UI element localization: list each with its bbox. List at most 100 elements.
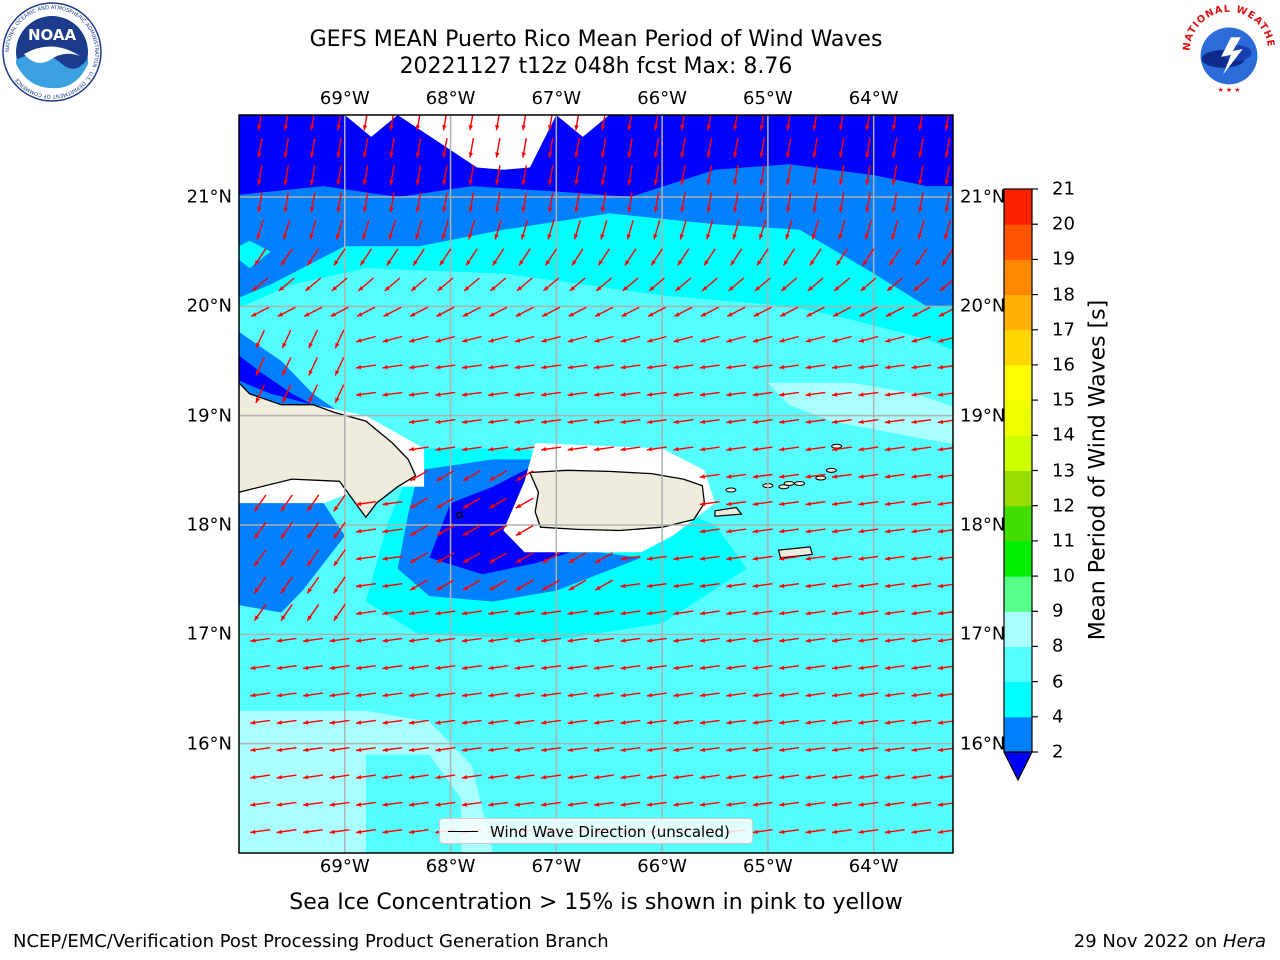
arrow-head xyxy=(595,585,601,591)
arrow-head xyxy=(858,747,864,752)
arrow-head xyxy=(574,152,579,158)
arrow-head xyxy=(356,338,362,343)
arrow-head xyxy=(408,638,415,643)
arrow-head xyxy=(944,152,949,158)
arrow-head xyxy=(805,693,811,698)
arrow-head xyxy=(836,260,841,266)
arrow-head xyxy=(832,747,838,752)
arrow-head xyxy=(410,503,416,509)
arrow-head xyxy=(435,802,441,807)
arrow-head xyxy=(521,152,526,158)
arrow-head xyxy=(276,693,282,698)
arrow-head xyxy=(333,588,339,594)
arrow-head xyxy=(514,638,520,643)
arrow-head xyxy=(812,207,817,213)
arrow-head xyxy=(594,338,600,343)
arrow-head xyxy=(886,312,892,317)
arrow-head xyxy=(752,638,758,643)
arrow-head xyxy=(362,125,368,131)
arrow-head xyxy=(573,234,579,240)
arrow-head xyxy=(442,179,447,185)
arrow-head xyxy=(620,693,626,698)
colorbar-segment xyxy=(1004,189,1032,225)
arrow-head xyxy=(620,802,626,807)
arrow-head xyxy=(781,286,787,291)
arrow-head xyxy=(382,365,388,370)
arrow-head xyxy=(335,234,341,240)
lat-label-left: 18°N xyxy=(186,514,232,536)
colorbar-tick-label: 21 xyxy=(1052,178,1075,200)
arrow-head xyxy=(574,179,579,185)
arrow-head xyxy=(435,747,441,752)
arrow-head xyxy=(362,152,368,158)
arrow-head xyxy=(382,638,388,643)
arrow-head xyxy=(627,125,632,131)
arrow-head xyxy=(673,365,679,370)
lat-label-right: 18°N xyxy=(960,514,1006,536)
arrow-head xyxy=(488,638,494,643)
arrow-head xyxy=(303,638,309,643)
arrow-head xyxy=(865,125,870,131)
arrow-head xyxy=(752,529,758,534)
footer-host: Hera xyxy=(1222,931,1266,952)
arrow-head xyxy=(357,312,363,317)
arrow-head xyxy=(785,234,790,240)
arrow-head xyxy=(699,529,706,534)
arrow-head xyxy=(547,234,552,240)
arrow-head xyxy=(752,775,758,780)
arrow-head xyxy=(548,125,553,131)
arrow-head xyxy=(858,501,864,506)
arrow-head xyxy=(779,556,785,561)
arrow-head xyxy=(680,125,685,131)
arrow-head xyxy=(541,611,547,616)
arrow-head xyxy=(706,152,711,158)
arrow-head xyxy=(646,447,653,452)
arrow-head xyxy=(541,747,547,752)
arrow-head xyxy=(461,665,468,670)
arrow-head xyxy=(752,447,758,452)
arrow-head xyxy=(514,775,520,780)
arrow-head xyxy=(282,397,287,403)
lat-label-left: 21°N xyxy=(186,186,232,208)
arrow-head xyxy=(488,720,494,725)
lon-label-bottom: 64°W xyxy=(848,856,899,877)
arrow-head xyxy=(805,802,811,807)
hispaniola-land xyxy=(239,381,417,519)
arrow-head xyxy=(567,447,573,452)
arrow-head xyxy=(807,286,814,291)
lon-label-bottom: 69°W xyxy=(319,856,370,877)
arrow-head xyxy=(673,775,679,780)
arrow-head xyxy=(752,583,758,588)
arrow-head xyxy=(389,179,394,185)
arrow-head xyxy=(753,312,760,317)
arrow-head xyxy=(277,312,284,317)
arrow-head xyxy=(937,802,944,807)
colorbar-segment xyxy=(1004,400,1032,436)
colorbar-segment xyxy=(1004,329,1032,366)
arrow-head xyxy=(439,260,445,266)
arrow-head xyxy=(649,286,655,291)
colorbar-label: Mean Period of Wind Waves [s] xyxy=(1085,299,1111,641)
arrow-head xyxy=(779,583,785,588)
arrow-head xyxy=(567,611,573,616)
arrow-head xyxy=(699,501,706,506)
arrow-head xyxy=(891,152,897,158)
arrow-head xyxy=(699,720,706,725)
arrow-head xyxy=(832,720,838,725)
arrow-head xyxy=(514,693,520,698)
arrow-head xyxy=(329,802,335,807)
arrow-head xyxy=(891,179,897,185)
arrow-head xyxy=(542,558,548,563)
legend-line-icon xyxy=(448,831,478,832)
arrow-head xyxy=(726,419,732,424)
arrow-head xyxy=(699,474,706,479)
arrow-head xyxy=(887,286,893,291)
arrow-head xyxy=(489,503,495,509)
arrow-head xyxy=(838,179,844,185)
colorbar-tick-label: 14 xyxy=(1052,424,1075,446)
arrow-head xyxy=(858,529,864,534)
arrow-head xyxy=(594,392,600,397)
land-mask-north-2 xyxy=(397,115,557,170)
arrow-head xyxy=(254,260,260,266)
arrow-head xyxy=(356,556,362,561)
